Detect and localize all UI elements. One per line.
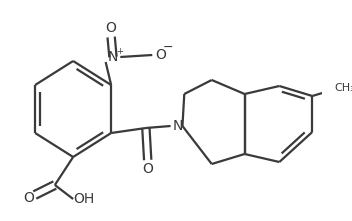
- Text: OH: OH: [74, 192, 95, 206]
- Text: O: O: [155, 48, 166, 62]
- Text: +: +: [116, 46, 123, 55]
- Text: O: O: [142, 162, 153, 176]
- Text: N: N: [173, 119, 183, 133]
- Text: CH₃: CH₃: [335, 83, 352, 93]
- Text: −: −: [163, 40, 173, 53]
- Text: O: O: [23, 191, 34, 205]
- Text: O: O: [106, 21, 117, 35]
- Text: N: N: [108, 50, 118, 64]
